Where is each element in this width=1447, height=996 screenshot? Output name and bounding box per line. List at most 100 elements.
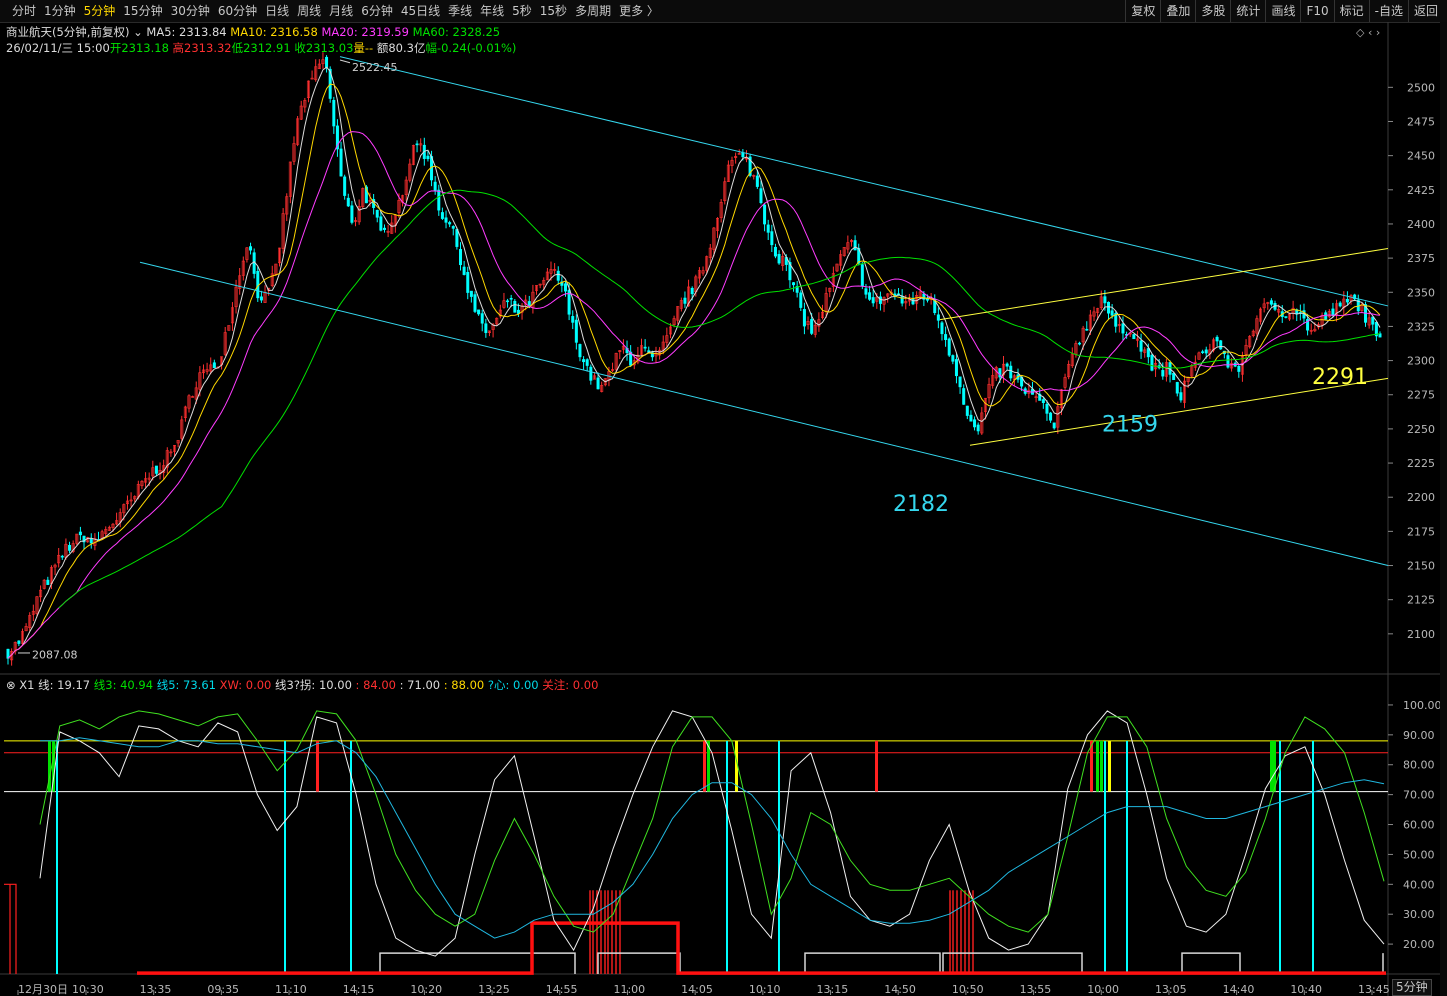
candle-body (332, 100, 336, 127)
tool-button-1[interactable]: 叠加 (1160, 0, 1195, 22)
candle-body (723, 181, 727, 201)
x-tick-label: 14:40 (1223, 983, 1255, 996)
candle-body (296, 118, 300, 145)
tool-button-2[interactable]: 多股 (1195, 0, 1230, 22)
ma5-line (7, 66, 1381, 659)
candle-body (1045, 403, 1049, 414)
tool-button-5[interactable]: F10 (1300, 0, 1333, 22)
period-tab-0[interactable]: 分时 (12, 4, 37, 18)
price-annotation: 2159 (1102, 413, 1158, 438)
candle-body (679, 300, 683, 309)
ma20-line (7, 131, 1381, 659)
chart-canvas[interactable]: 2100 2125 2150 2175 2200 2225 2250 2275 2300 2325… (0, 22, 1447, 996)
candle-body (596, 377, 600, 390)
candle-body (1139, 340, 1143, 352)
candle-body (350, 205, 354, 223)
period-tab-2[interactable]: 5分钟 (83, 4, 116, 18)
candle-body (712, 227, 716, 250)
candle-body (1117, 324, 1121, 326)
candle-body (676, 306, 680, 321)
ma60-line (58, 189, 1381, 609)
tool-button-0[interactable]: 复权 (1125, 0, 1160, 22)
candle-body (1219, 340, 1223, 350)
candle-body (1063, 377, 1067, 388)
period-tab-4[interactable]: 30分钟 (170, 4, 210, 18)
diamond-icon[interactable]: ◇ (1356, 26, 1365, 39)
candle-body (563, 283, 567, 292)
candle-body (433, 181, 437, 191)
y-tick-label: 2200 (1407, 491, 1435, 504)
candle-body (643, 346, 647, 349)
candle-body (795, 286, 799, 293)
period-tab-3[interactable]: 15分钟 (123, 4, 163, 18)
ma10-label: MA10: 2316.58 (230, 25, 318, 39)
ind-guai-label: 线3?拐: 10.00 (275, 678, 352, 692)
candle-body (274, 263, 278, 275)
tool-button-6[interactable]: 标记 (1333, 0, 1369, 22)
tool-buttons: 复权 叠加 多股 统计 画线 F10 标记 -自选 返回 (1125, 0, 1443, 22)
period-indicator[interactable]: 5分钟 (1392, 979, 1432, 996)
candle-body (227, 325, 231, 331)
period-tab-11[interactable]: 季线 (448, 4, 473, 18)
period-tab-8[interactable]: 月线 (329, 4, 354, 18)
candle-body (1103, 296, 1107, 304)
datetime-label: 26/02/11/三 15:00 (6, 41, 110, 55)
candle-body (730, 159, 734, 166)
x-tick-label: 13:05 (1155, 983, 1187, 996)
candle-body (1049, 412, 1053, 421)
candle-body (611, 369, 615, 371)
price-annotation: 2087.08 (32, 648, 78, 661)
period-tab-16[interactable]: 更多 〉 (619, 4, 659, 18)
period-tab-10[interactable]: 45日线 (400, 4, 441, 18)
signal-bar (1096, 740, 1099, 792)
candle-body (763, 204, 767, 225)
signal-bar (1108, 740, 1111, 792)
candle-body (223, 332, 227, 355)
candle-body (860, 264, 864, 287)
candle-body (705, 256, 709, 271)
candle-body (198, 372, 202, 390)
period-tab-12[interactable]: 年线 (480, 4, 505, 18)
tool-button-8[interactable]: 返回 (1407, 0, 1443, 22)
candle-body (379, 216, 383, 231)
candle-body (527, 301, 531, 306)
candle-body (915, 295, 919, 304)
candle-body (716, 218, 720, 231)
candle-body (781, 256, 785, 266)
left-arrow-icon[interactable]: ‹ (1367, 26, 1373, 39)
period-tab-9[interactable]: 6分钟 (361, 4, 393, 18)
candle-body (35, 596, 39, 614)
side-scrollbar[interactable] (1440, 22, 1447, 996)
candle-body (737, 153, 741, 155)
candle-body (68, 545, 72, 551)
period-tab-1[interactable]: 1分钟 (44, 4, 76, 18)
tool-button-3[interactable]: 统计 (1230, 0, 1265, 22)
period-tab-6[interactable]: 日线 (265, 4, 290, 18)
chevron-down-icon[interactable]: ⌄ (133, 25, 143, 39)
signal-bar (1270, 740, 1273, 792)
candle-body (46, 579, 50, 585)
period-tab-14[interactable]: 15秒 (539, 4, 568, 18)
candle-body (147, 477, 151, 480)
x-tick-label: 10:50 (952, 983, 984, 996)
period-tab-5[interactable]: 60分钟 (217, 4, 258, 18)
candle-body (183, 406, 187, 418)
y-tick-label: 2475 (1407, 115, 1435, 128)
period-tab-13[interactable]: 5秒 (512, 4, 532, 18)
candle-body (209, 364, 213, 372)
right-arrow-icon[interactable]: › (1375, 26, 1381, 39)
period-tab-7[interactable]: 周线 (297, 4, 322, 18)
tool-button-7[interactable]: -自选 (1368, 0, 1408, 22)
candle-body (875, 296, 879, 302)
candle-body (241, 260, 245, 276)
candle-body (708, 247, 712, 258)
candle-body (1106, 301, 1110, 314)
tool-button-4[interactable]: 画线 (1265, 0, 1300, 22)
candle-body (1150, 354, 1154, 371)
high-marker (339, 59, 351, 64)
period-tab-15[interactable]: 多周期 (575, 4, 612, 18)
collapse-icon[interactable]: ⊗ (6, 678, 16, 692)
indicator-legend: ⊗ X1 线: 19.17 线3: 40.94 线5: 73.61 XW: 0.… (6, 677, 598, 693)
indicator-name: X1 (19, 678, 35, 692)
candle-body (1248, 336, 1252, 348)
